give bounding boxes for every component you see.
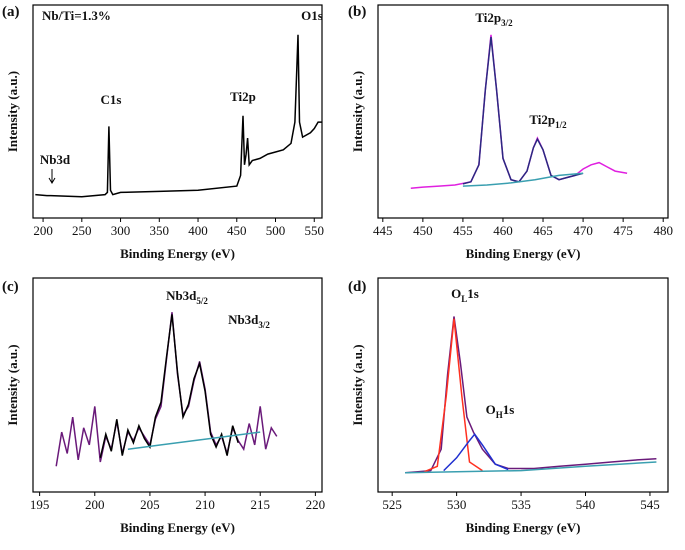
peak-annotation: OH1s xyxy=(486,402,515,420)
y-axis-label: Intensity (a.u.) xyxy=(350,71,365,152)
peak-annotation: Ti2p1/2 xyxy=(529,112,567,130)
panel-label: (a) xyxy=(2,4,20,20)
x-tick-label: 220 xyxy=(306,497,326,512)
y-axis-label: Intensity (a.u.) xyxy=(5,71,20,152)
plot-frame xyxy=(32,4,323,219)
annotation-tail: 1s xyxy=(503,402,515,417)
annotation-text: O xyxy=(486,402,496,417)
x-tick-label: 545 xyxy=(640,497,660,512)
peak-annotation: Ti2p3/2 xyxy=(475,10,513,28)
spectrum-line xyxy=(443,432,509,472)
x-tick-label: 475 xyxy=(613,223,633,238)
annotation-subscript: H xyxy=(496,410,503,420)
x-tick-label: 535 xyxy=(511,497,531,512)
annotation-text: Ti2p xyxy=(475,10,501,25)
x-tick-label: 400 xyxy=(188,223,208,238)
spectrum-line xyxy=(35,34,322,198)
annotation-subscript: 1/2 xyxy=(555,120,567,130)
annotation-text: Nb/Ti=1.3% xyxy=(42,8,111,23)
annotation-subscript: 5/2 xyxy=(196,296,208,306)
x-tick-label: 540 xyxy=(576,497,596,512)
panel-label: (b) xyxy=(348,4,366,20)
spectrum-line xyxy=(410,34,628,189)
x-axis-label: Binding Energy (eV) xyxy=(120,520,235,535)
panel-label: (d) xyxy=(348,279,366,295)
annotation-subscript: 3/2 xyxy=(501,18,513,28)
y-axis-label: Intensity (a.u.) xyxy=(350,344,365,425)
spectrum-line xyxy=(462,36,584,185)
annotation-text: Ti2p xyxy=(529,112,555,127)
x-tick-label: 210 xyxy=(195,497,215,512)
x-tick-label: 500 xyxy=(266,223,286,238)
plot-frame xyxy=(32,277,323,493)
x-tick-label: 550 xyxy=(305,223,325,238)
peak-annotation: Nb3d xyxy=(40,152,71,167)
x-tick-label: 200 xyxy=(33,223,53,238)
x-axis-label: Binding Energy (eV) xyxy=(120,246,235,261)
x-tick-label: 205 xyxy=(140,497,160,512)
x-axis-label: Binding Energy (eV) xyxy=(466,246,581,261)
x-tick-label: 215 xyxy=(250,497,270,512)
annotation-text: Ti2p xyxy=(230,89,256,104)
x-tick-label: 450 xyxy=(227,223,247,238)
spectrum-line xyxy=(462,172,584,187)
y-axis-label: Intensity (a.u.) xyxy=(5,344,20,425)
annotation-text: O xyxy=(451,286,461,301)
x-tick-label: 450 xyxy=(413,223,433,238)
spectrum-line xyxy=(424,318,483,473)
x-axis-label: Binding Energy (eV) xyxy=(466,520,581,535)
panel-label: (c) xyxy=(2,279,19,295)
annotation-text: O1s xyxy=(301,8,323,23)
peak-annotation: C1s xyxy=(101,92,122,107)
x-tick-label: 300 xyxy=(111,223,131,238)
x-tick-label: 460 xyxy=(493,223,513,238)
x-tick-label: 455 xyxy=(453,223,473,238)
spectrum-line xyxy=(405,316,657,474)
peak-annotation: Ti2p xyxy=(230,89,256,104)
x-tick-label: 250 xyxy=(72,223,92,238)
plot-frame xyxy=(377,277,669,493)
peak-annotation: Nb/Ti=1.3% xyxy=(42,8,111,23)
x-tick-label: 200 xyxy=(85,497,105,512)
annotation-text: C1s xyxy=(101,92,122,107)
peak-annotation: Nb3d3/2 xyxy=(228,312,270,330)
spectrum-line xyxy=(127,431,261,450)
peak-annotation: OL1s xyxy=(451,286,479,304)
peak-annotation: Nb3d5/2 xyxy=(166,288,208,306)
annotation-tail: 1s xyxy=(467,286,479,301)
spectrum-line xyxy=(55,312,278,467)
x-tick-label: 195 xyxy=(30,497,50,512)
x-tick-label: 480 xyxy=(653,223,673,238)
plot-frame xyxy=(377,4,669,219)
x-tick-label: 470 xyxy=(573,223,593,238)
x-tick-label: 465 xyxy=(533,223,553,238)
arrow xyxy=(48,169,56,184)
annotation-subscript: L xyxy=(461,294,467,304)
spectrum-line xyxy=(405,461,657,474)
annotation-text: Nb3d xyxy=(228,312,259,327)
annotation-text: Nb3d xyxy=(40,152,71,167)
x-tick-label: 350 xyxy=(150,223,170,238)
x-tick-label: 525 xyxy=(382,497,402,512)
x-tick-label: 445 xyxy=(373,223,393,238)
annotation-subscript: 3/2 xyxy=(258,320,270,330)
spectrum-line xyxy=(99,314,239,458)
annotation-text: Nb3d xyxy=(166,288,197,303)
x-tick-label: 530 xyxy=(447,497,467,512)
peak-annotation: O1s xyxy=(301,8,323,23)
